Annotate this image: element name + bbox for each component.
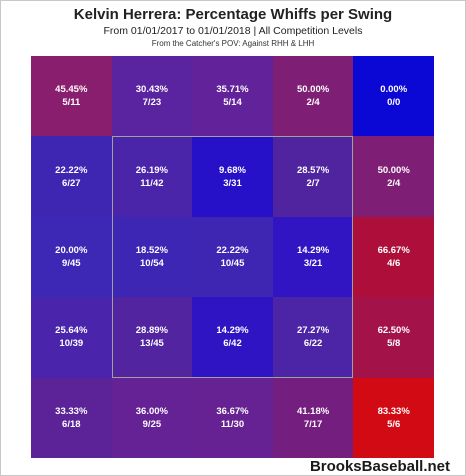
chart-viewpoint-note: From the Catcher's POV: Against RHH & LH… — [151, 39, 315, 48]
cell-fraction: 6/22 — [303, 338, 323, 350]
cell-fraction: 10/45 — [220, 257, 245, 269]
cell-fraction: 5/8 — [387, 338, 401, 350]
cell-fraction: 2/7 — [306, 177, 320, 189]
cell-percentage: 26.19% — [135, 164, 168, 176]
cell-fraction: 3/31 — [223, 177, 242, 189]
cell-percentage: 22.22% — [55, 164, 88, 176]
cell-percentage: 28.89% — [135, 325, 168, 337]
heatmap-cell: 62.50% 5/8 — [353, 297, 434, 378]
heatmap-cell: 28.89% 13/45 — [111, 297, 193, 378]
heatmap-grid: 45.45% 5/11 30.43% 7/23 35.71% 5/14 50.00% 2/4 0… — [31, 56, 434, 458]
heatmap-cell: 50.00% 2/4 — [272, 56, 354, 137]
cell-percentage: 50.00% — [377, 164, 410, 176]
cell-percentage: 28.57% — [296, 164, 330, 176]
cell-percentage: 50.00% — [296, 84, 330, 96]
cell-percentage: 30.43% — [135, 84, 168, 96]
cell-percentage: 35.71% — [216, 84, 249, 96]
cell-fraction: 2/4 — [387, 177, 401, 189]
cell-fraction: 11/30 — [220, 418, 245, 430]
heatmap-cell: 20.00% 9/45 — [31, 216, 112, 298]
heatmap-cell: 33.33% 6/18 — [31, 377, 112, 458]
cell-fraction: 2/4 — [306, 97, 320, 109]
cell-fraction: 13/45 — [140, 338, 164, 350]
heatmap-cell: 22.22% 10/45 — [192, 216, 273, 298]
cell-fraction: 3/21 — [303, 257, 323, 269]
cell-percentage: 45.45% — [55, 84, 88, 96]
cell-fraction: 11/42 — [140, 177, 164, 189]
chart-title: Kelvin Herrera: Percentage Whiffs per Sw… — [73, 6, 393, 23]
heatmap-cell: 41.18% 7/17 — [272, 377, 354, 458]
heatmap-cell: 45.45% 5/11 — [31, 56, 112, 137]
heatmap-cell: 36.67% 11/30 — [192, 377, 273, 458]
heatmap-cell: 36.00% 9/25 — [111, 377, 193, 458]
cell-percentage: 18.52% — [135, 244, 168, 256]
heatmap-cell: 14.29% 3/21 — [272, 216, 354, 298]
heatmap-cell: 9.68% 3/31 — [192, 136, 273, 217]
cell-percentage: 41.18% — [296, 405, 330, 417]
heatmap-cell: 35.71% 5/14 — [192, 56, 273, 137]
cell-fraction: 7/17 — [303, 418, 323, 430]
cell-percentage: 62.50% — [377, 325, 410, 337]
cell-fraction: 9/25 — [142, 418, 162, 430]
heatmap-cell: 66.67% 4/6 — [353, 216, 434, 298]
heatmap-cell: 28.57% 2/7 — [272, 136, 354, 217]
cell-percentage: 25.64% — [55, 325, 88, 337]
cell-fraction: 6/18 — [62, 418, 81, 430]
cell-fraction: 9/45 — [62, 257, 81, 269]
cell-percentage: 33.33% — [55, 405, 88, 417]
cell-percentage: 9.68% — [219, 164, 246, 176]
cell-percentage: 20.00% — [55, 244, 88, 256]
chart-subtitle: From 01/01/2017 to 01/01/2018 | All Comp… — [103, 25, 363, 37]
cell-fraction: 5/6 — [387, 418, 401, 430]
cell-fraction: 4/6 — [387, 257, 401, 269]
heatmap-cell: 27.27% 6/22 — [272, 297, 354, 378]
heatmap-cell: 0.00% 0/0 — [353, 56, 434, 137]
cell-percentage: 83.33% — [377, 405, 410, 417]
heatmap-cell: 83.33% 5/6 — [353, 377, 434, 458]
heatmap-cell: 25.64% 10/39 — [31, 297, 112, 378]
cell-percentage: 14.29% — [296, 244, 330, 256]
cell-fraction: 7/23 — [142, 97, 162, 109]
cell-percentage: 36.00% — [135, 405, 168, 417]
cell-fraction: 5/11 — [62, 97, 81, 109]
cell-percentage: 0.00% — [380, 84, 408, 96]
cell-fraction: 6/42 — [223, 338, 242, 350]
cell-percentage: 22.22% — [216, 244, 249, 256]
heatmap-cell: 22.22% 6/27 — [31, 136, 112, 217]
heatmap-cell: 30.43% 7/23 — [111, 56, 193, 137]
cell-percentage: 27.27% — [296, 325, 330, 337]
cell-fraction: 10/39 — [59, 338, 84, 350]
cell-percentage: 14.29% — [216, 325, 249, 337]
heatmap-cell: 26.19% 11/42 — [111, 136, 193, 217]
watermark: BrooksBaseball.net — [309, 458, 450, 475]
cell-fraction: 0/0 — [387, 97, 401, 109]
cell-fraction: 6/27 — [62, 177, 81, 189]
cell-percentage: 36.67% — [216, 405, 249, 417]
cell-fraction: 5/14 — [223, 97, 242, 109]
cell-percentage: 66.67% — [377, 244, 410, 256]
heatmap-cell: 18.52% 10/54 — [111, 216, 193, 298]
heatmap-cell: 14.29% 6/42 — [192, 297, 273, 378]
heatmap-cell: 50.00% 2/4 — [353, 136, 434, 217]
cell-fraction: 10/54 — [140, 257, 164, 269]
